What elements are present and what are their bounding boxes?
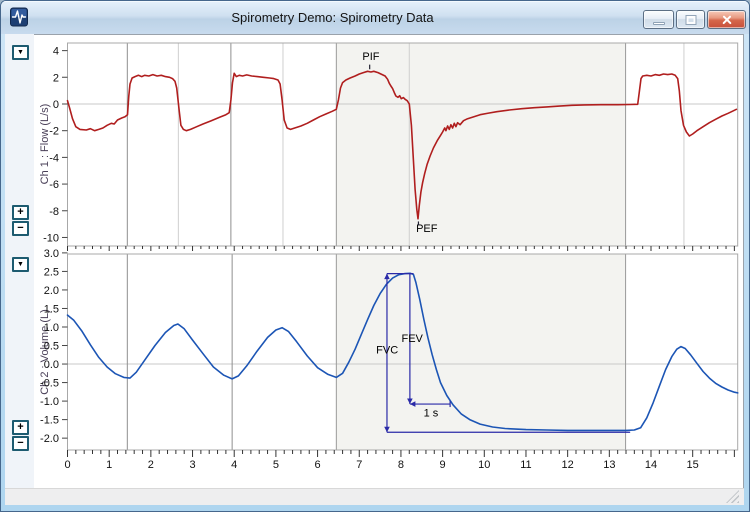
ch1-axis-label: Ch 1 : Flow (L/s) (39, 103, 51, 185)
window-title: Spirometry Demo: Spirometry Data (231, 10, 434, 25)
titlebar[interactable]: Spirometry Demo: Spirometry Data (1, 1, 749, 34)
pulse-waveform-icon (11, 10, 27, 24)
ch2-scale-dropdown-button[interactable]: ▼ (12, 257, 29, 272)
maximize-icon (685, 14, 696, 25)
close-button[interactable] (707, 10, 746, 29)
app-icon (10, 7, 28, 27)
ch2-axis-label: Ch 2 : Volume (L) (39, 309, 51, 395)
chart-view-content (5, 34, 744, 505)
ch1-zoom-in-button[interactable]: + (12, 205, 29, 220)
maximize-button[interactable] (676, 10, 705, 29)
statusbar (5, 488, 744, 505)
minimize-icon (652, 22, 665, 25)
ch1-zoom-out-button[interactable]: − (12, 221, 29, 236)
resize-grip[interactable] (726, 490, 739, 503)
ch2-zoom-out-button[interactable]: − (12, 436, 29, 451)
minimize-button[interactable] (643, 10, 674, 29)
ch1-scale-dropdown-button[interactable]: ▼ (12, 45, 29, 60)
ch2-zoom-in-button[interactable]: + (12, 420, 29, 435)
